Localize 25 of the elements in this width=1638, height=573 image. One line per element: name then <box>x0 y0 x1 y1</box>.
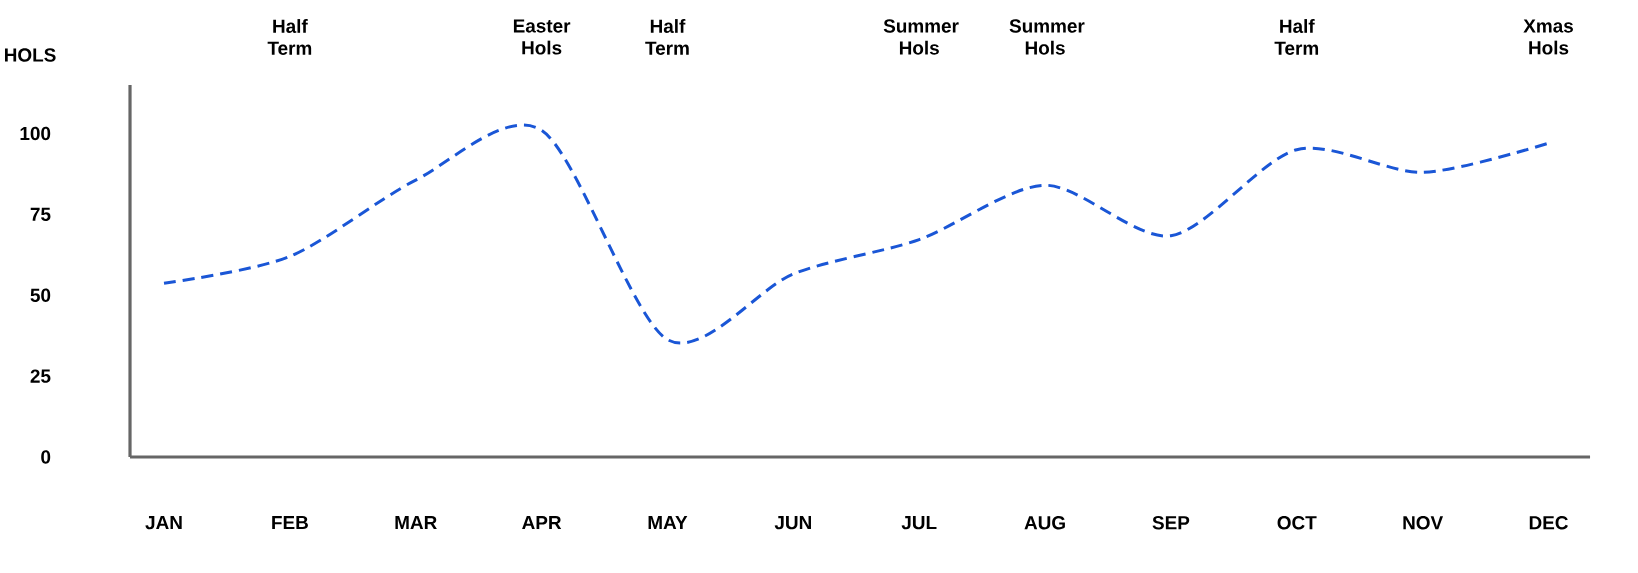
x-tick-label: JAN <box>145 516 182 530</box>
x-tick-label: AUG <box>1024 516 1065 530</box>
y-tick-label: 75 <box>30 207 51 221</box>
x-tick-label: NOV <box>1403 516 1444 530</box>
text: Summer Hols <box>883 19 959 55</box>
y-tick-label: 0 <box>41 450 51 464</box>
text: Xmas Hols <box>1523 19 1573 55</box>
x-tick-label: JUN <box>774 516 811 530</box>
x-tick-label: OCT <box>1277 516 1317 530</box>
x-tick-label: MAY <box>648 516 688 530</box>
text: Summer Hols <box>1009 19 1085 55</box>
x-tick-label: APR <box>522 516 562 530</box>
x-tick-label: MAR <box>395 516 437 530</box>
text: Half Term <box>267 19 312 55</box>
x-tick-label: DEC <box>1529 516 1568 530</box>
x-tick-label: SEP <box>1152 516 1190 530</box>
text: Easter Hols <box>513 19 571 55</box>
y-axis-title: HOLS <box>5 48 56 62</box>
y-tick-label: 100 <box>20 126 51 141</box>
x-tick-label: FEB <box>272 516 308 530</box>
text: Half Term <box>1274 19 1319 55</box>
y-tick-label: 25 <box>30 369 51 383</box>
text: Half Term <box>645 19 689 55</box>
x-tick-label: JUL <box>901 516 937 530</box>
y-tick-label: 50 <box>30 288 51 302</box>
